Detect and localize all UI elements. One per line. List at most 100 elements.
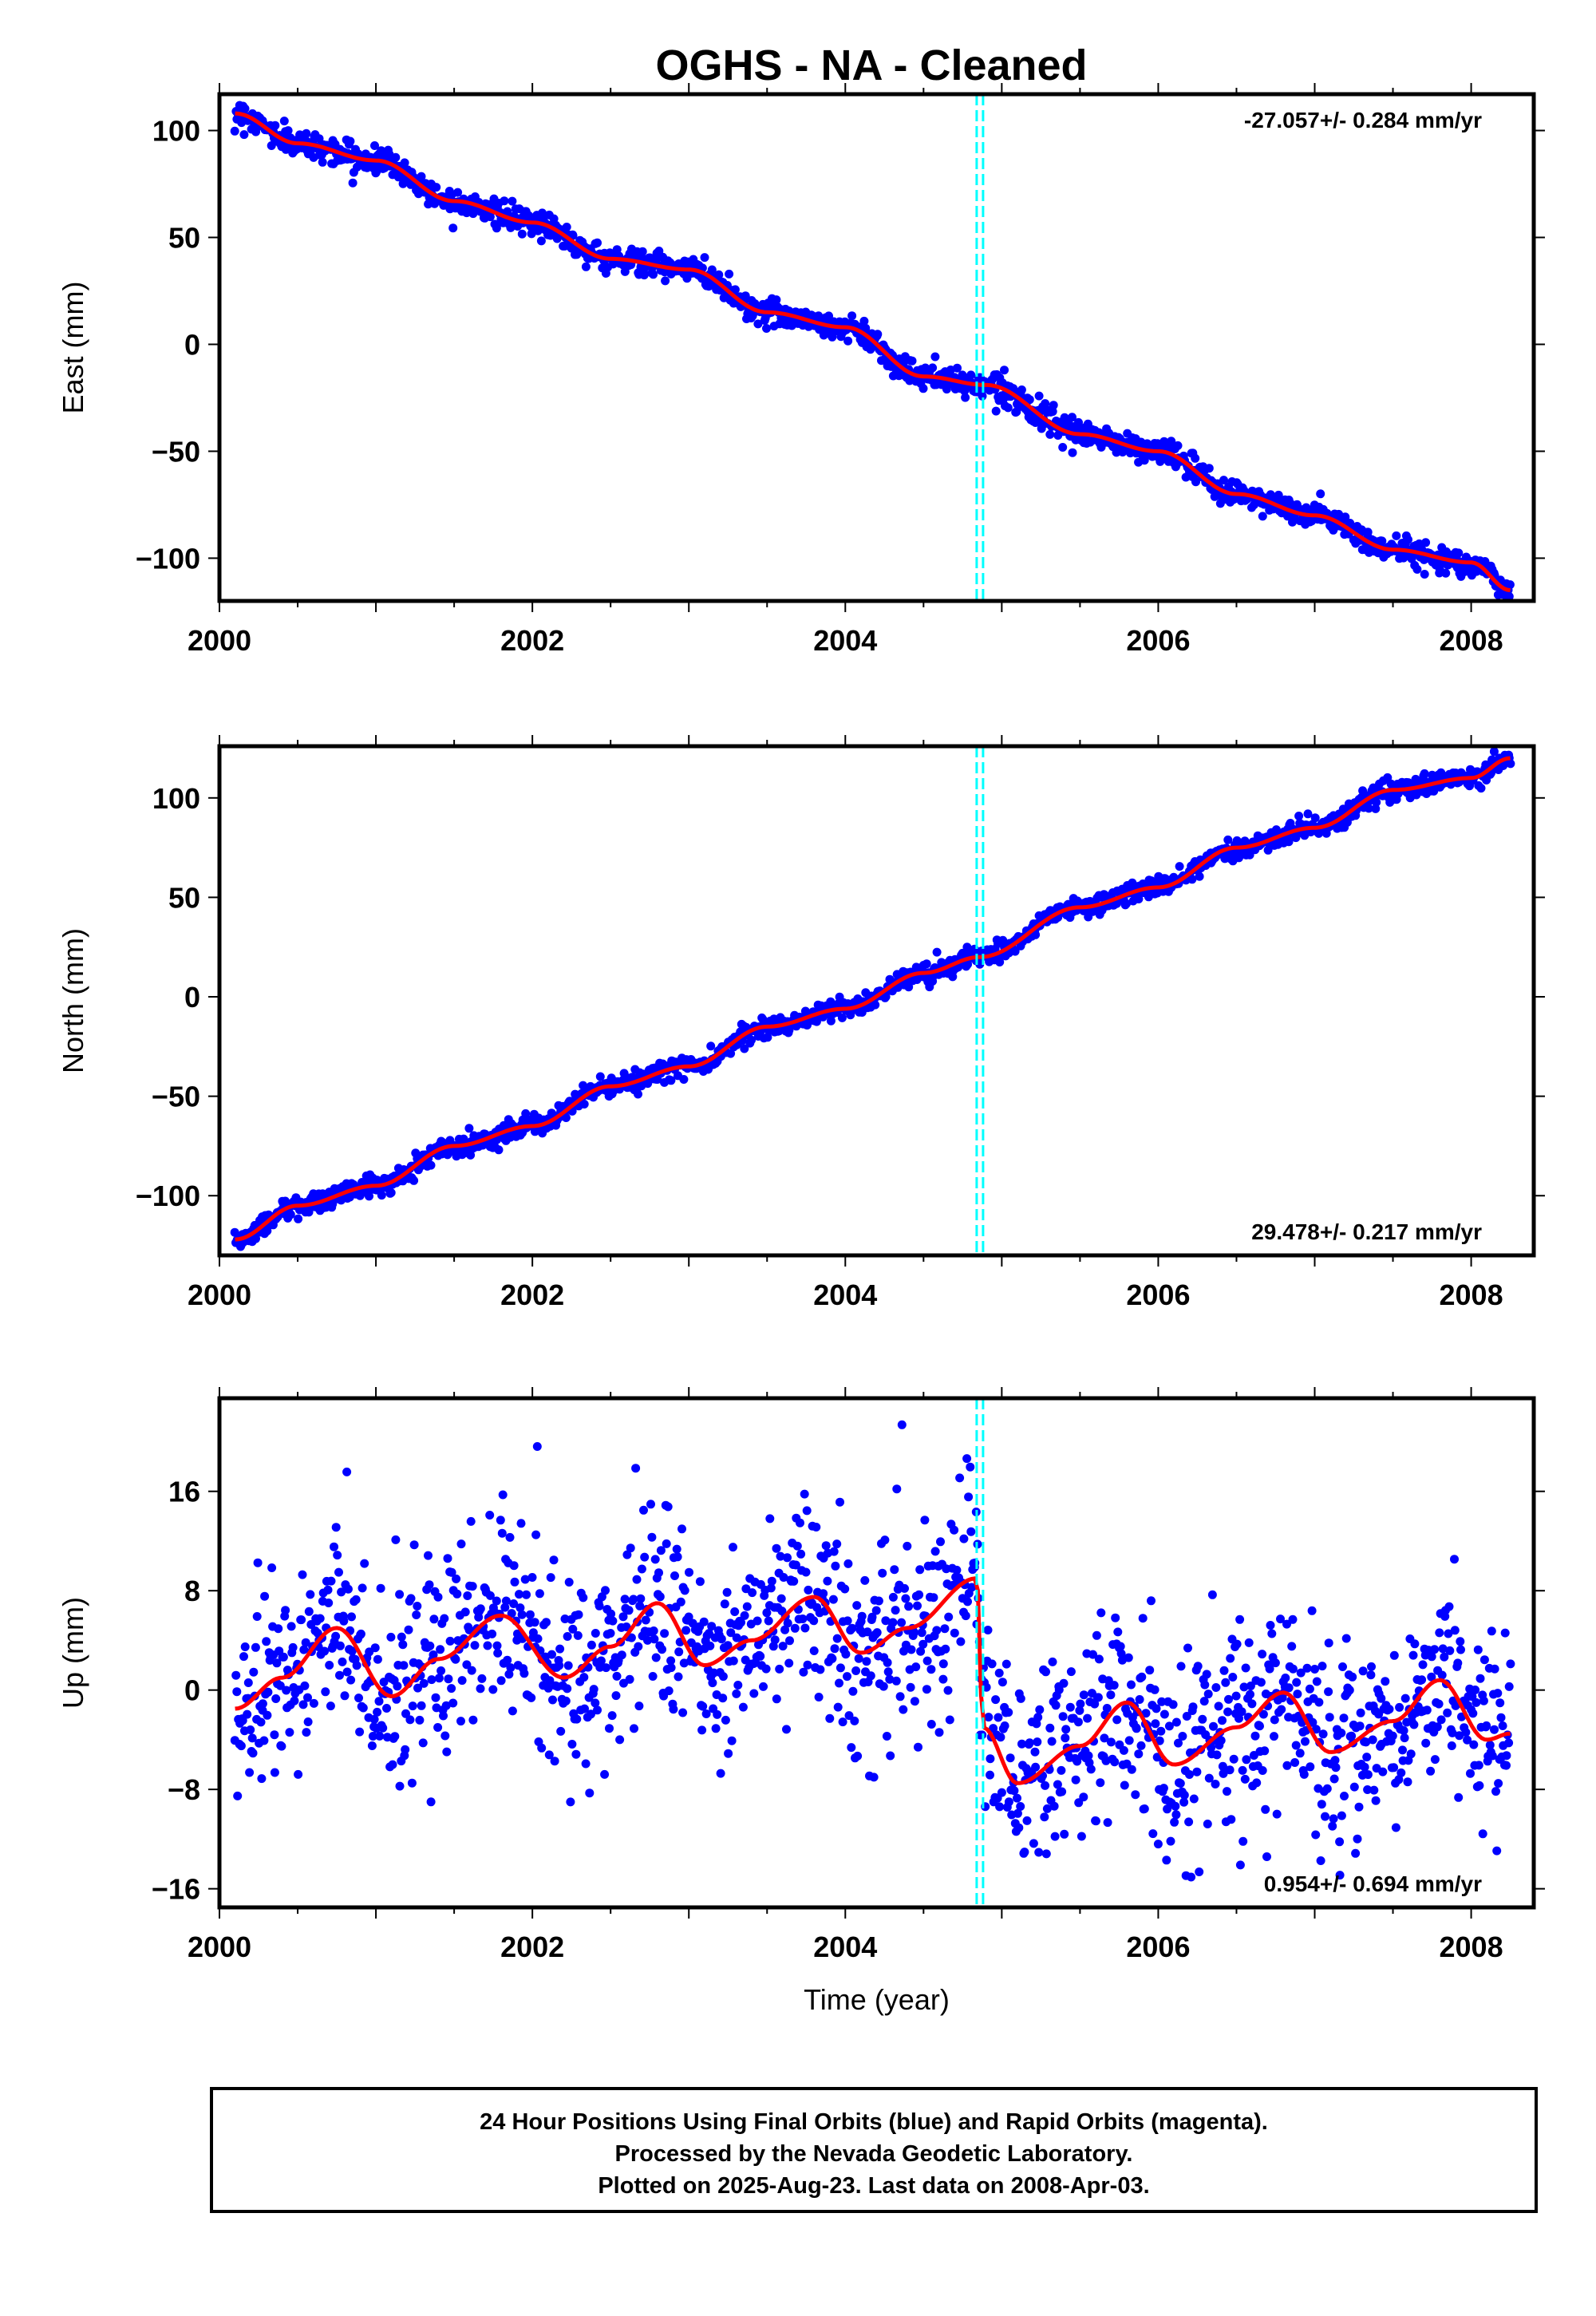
data-point: [476, 1684, 485, 1694]
data-point: [1256, 1678, 1266, 1687]
data-point: [1247, 1699, 1257, 1709]
data-point: [998, 1678, 1007, 1687]
data-point: [1277, 1705, 1286, 1714]
data-point: [232, 1687, 242, 1697]
data-point: [1207, 1590, 1217, 1599]
data-point: [1345, 519, 1355, 528]
data-point: [843, 1559, 853, 1568]
data-point: [342, 1667, 352, 1677]
data-point: [730, 285, 740, 294]
footer-line-1: 24 Hour Positions Using Final Orbits (bl…: [480, 2109, 1268, 2135]
data-point: [1321, 1812, 1329, 1821]
data-point: [1444, 1629, 1453, 1638]
data-point: [1299, 1769, 1309, 1779]
data-point: [1000, 1721, 1009, 1730]
data-point: [589, 1685, 598, 1694]
data-point: [496, 1676, 506, 1686]
data-point: [1079, 1690, 1088, 1700]
data-point: [466, 1150, 476, 1160]
data-point: [871, 1000, 880, 1010]
data-point: [1284, 837, 1294, 847]
data-point: [253, 1558, 263, 1567]
data-point: [1051, 1701, 1061, 1710]
data-point: [1302, 1663, 1312, 1673]
data-point: [545, 1676, 555, 1686]
data-point: [497, 1528, 507, 1538]
data-point: [956, 1637, 966, 1646]
data-point: [1504, 591, 1514, 601]
data-point: [257, 1774, 267, 1784]
data-point: [1255, 1721, 1264, 1731]
data-point: [1049, 401, 1058, 410]
data-point: [1060, 1829, 1069, 1839]
y-axis-label: East (mm): [57, 282, 89, 414]
data-point: [1341, 512, 1350, 522]
data-point: [1040, 1812, 1049, 1822]
data-point: [1420, 769, 1429, 778]
data-point: [963, 1597, 972, 1607]
data-point: [602, 1663, 610, 1673]
data-point: [1363, 528, 1373, 537]
data-point: [824, 311, 833, 321]
data-point: [351, 1595, 361, 1604]
data-point: [1041, 1667, 1050, 1677]
data-point: [1235, 1614, 1245, 1624]
data-point: [1339, 1713, 1349, 1723]
data-point: [395, 1781, 405, 1791]
data-point: [546, 1573, 555, 1583]
data-point: [991, 406, 1001, 416]
data-point: [365, 1192, 373, 1201]
data-point: [1224, 1694, 1233, 1704]
data-point: [907, 356, 917, 366]
data-point: [765, 1514, 775, 1524]
data-point: [1389, 1650, 1399, 1660]
data-point: [716, 1769, 725, 1778]
data-point: [1238, 1765, 1247, 1775]
data-point: [1216, 1736, 1226, 1745]
data-point: [434, 1674, 444, 1683]
data-point: [1317, 1662, 1327, 1671]
data-point: [1328, 1821, 1337, 1831]
data-point: [1482, 1721, 1491, 1730]
data-point: [679, 1075, 689, 1084]
data-point: [857, 1611, 867, 1621]
data-point: [494, 1145, 504, 1155]
data-point: [1017, 385, 1026, 394]
data-point: [804, 1585, 813, 1595]
data-point: [1316, 1856, 1325, 1865]
data-point: [883, 1658, 892, 1667]
data-point: [1310, 813, 1320, 823]
data-point: [681, 1626, 691, 1635]
data-point: [753, 1616, 762, 1626]
data-point: [282, 1686, 291, 1695]
data-point: [274, 1624, 283, 1634]
data-points: [230, 101, 1515, 601]
y-tick-label: 8: [184, 1575, 200, 1607]
data-point: [1207, 1743, 1216, 1753]
data-point: [1035, 1705, 1045, 1714]
data-point: [1377, 536, 1387, 546]
data-point: [1472, 1697, 1481, 1707]
data-point: [1335, 1871, 1345, 1880]
data-point: [1219, 1666, 1229, 1675]
data-point: [263, 1710, 272, 1720]
data-point: [637, 1564, 646, 1574]
data-point: [303, 1693, 312, 1702]
data-point: [1325, 1713, 1334, 1722]
y-tick-label: 0: [184, 328, 200, 361]
data-point: [290, 1696, 299, 1705]
data-point: [391, 1535, 401, 1544]
data-point: [789, 1576, 799, 1586]
data-point: [279, 1652, 288, 1662]
data-point: [766, 1583, 776, 1593]
data-point: [1145, 1666, 1155, 1675]
data-point: [802, 1506, 812, 1516]
data-point: [649, 270, 658, 279]
data-point: [1020, 1848, 1029, 1857]
data-point: [1505, 580, 1515, 590]
data-point: [843, 1616, 852, 1626]
data-point: [356, 1629, 365, 1638]
data-point: [1493, 1689, 1503, 1698]
data-point: [358, 1583, 367, 1593]
data-point: [596, 1656, 606, 1666]
